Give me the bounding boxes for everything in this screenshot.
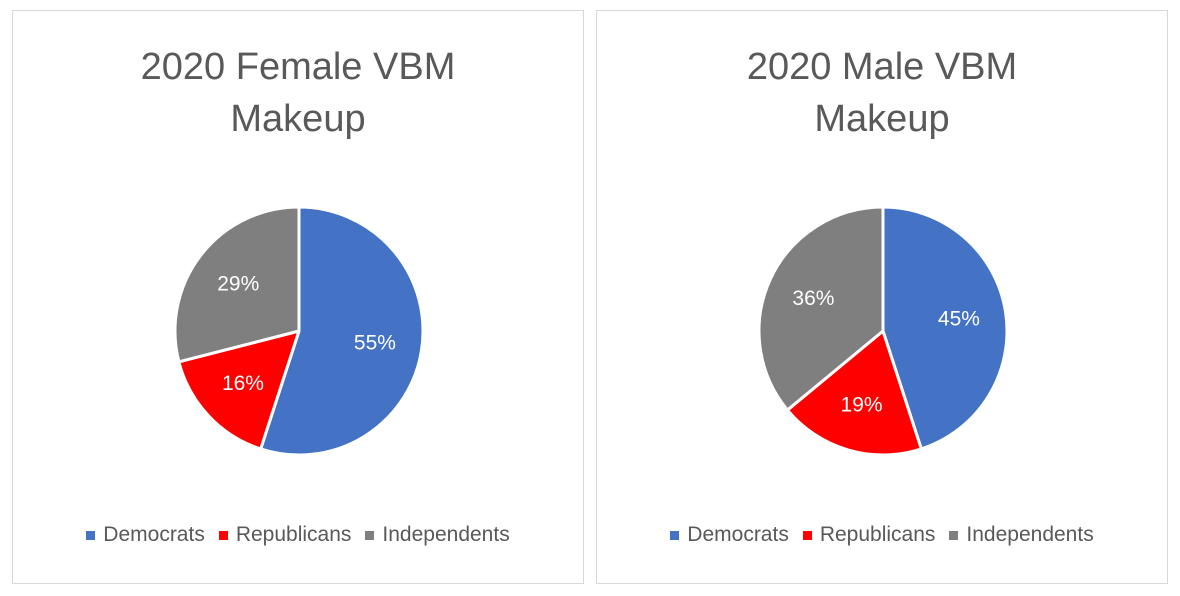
legend-entry-republicans: Republicans <box>218 523 352 547</box>
pie-slice-democrats <box>259 205 425 457</box>
data-label-democrats: 45% <box>938 307 980 330</box>
legend-label-independents: Independents <box>966 523 1094 546</box>
chart-panel-female: 2020 Female VBM Makeup 55% 16% 29% Democra… <box>12 10 584 584</box>
legend-label-independents: Independents <box>382 523 510 546</box>
legend-swatch-democrats <box>670 530 680 540</box>
legend-label-democrats: Democrats <box>687 523 789 546</box>
legend-label-republicans: Republicans <box>235 523 352 546</box>
pie-slice-democrats <box>881 205 1009 451</box>
legend-entry-independents: Independents <box>365 523 510 547</box>
legend-swatch-independents <box>949 530 959 540</box>
legend-entry-democrats: Democrats <box>86 523 205 547</box>
legend-entry-republicans: Republicans <box>802 523 936 547</box>
legend-swatch-republicans <box>218 530 228 540</box>
legend-entry-democrats: Democrats <box>670 523 789 547</box>
pie-slice-republicans <box>177 329 301 451</box>
pie-chart: 45% 19% 36% <box>757 205 1009 457</box>
chart-panel-male: 2020 Male VBM Makeup 45% 19% 36% Democrats… <box>596 10 1168 584</box>
pie-chart: 55% 16% 29% <box>173 205 425 457</box>
data-label-democrats: 55% <box>354 332 396 355</box>
legend-label-democrats: Democrats <box>103 523 205 546</box>
chart-title: 2020 Female VBM Makeup <box>140 46 456 140</box>
pie-slice-independents <box>757 205 885 412</box>
pie-slice-republicans <box>785 329 923 457</box>
legend-swatch-democrats <box>86 530 96 540</box>
legend: Democrats Republicans Independents <box>13 523 583 547</box>
chart-title: 2020 Male VBM Makeup <box>746 46 1018 140</box>
data-label-independents: 29% <box>217 272 259 295</box>
data-label-republicans: 19% <box>841 393 883 416</box>
legend-swatch-independents <box>365 530 375 540</box>
legend: Democrats Republicans Independents <box>597 523 1167 547</box>
pie-slice-independents <box>173 205 301 364</box>
data-label-republicans: 16% <box>222 372 264 395</box>
legend-entry-independents: Independents <box>949 523 1094 547</box>
legend-label-republicans: Republicans <box>819 523 936 546</box>
data-label-independents: 36% <box>792 287 834 310</box>
legend-swatch-republicans <box>802 530 812 540</box>
